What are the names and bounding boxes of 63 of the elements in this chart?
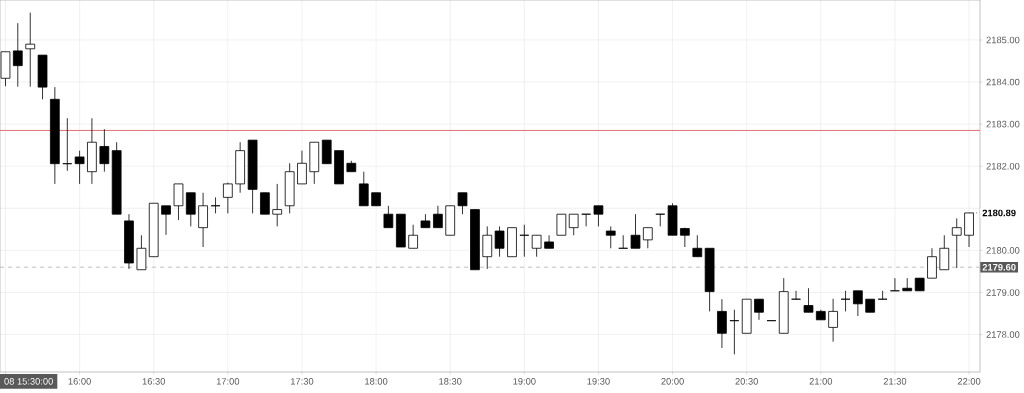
- candlestick: [358, 171, 369, 207]
- x-tick-label: 21:00: [809, 378, 833, 385]
- candlestick: [321, 139, 332, 165]
- candlestick: [828, 298, 838, 343]
- x-tick-label: 19:00: [513, 378, 536, 385]
- candlestick: [99, 128, 110, 173]
- x-tick-label: 18:00: [365, 378, 388, 385]
- candlestick: [494, 226, 505, 258]
- y-tick-label: 2180.00: [986, 247, 1020, 254]
- x-tick-label: 16:00: [68, 378, 91, 385]
- candlestick: [630, 213, 641, 249]
- x-tick-label: 22:00: [957, 378, 981, 385]
- y-tick-label: 2182.00: [986, 162, 1020, 170]
- ref-line-label: 2179.60: [982, 263, 1016, 271]
- candlestick: [803, 287, 814, 313]
- candlestick: [927, 247, 937, 279]
- candlestick: [161, 205, 171, 236]
- candlestick: [74, 150, 85, 185]
- x-tick-label: 17:30: [291, 378, 314, 385]
- y-tick-label: 2185.00: [986, 36, 1020, 44]
- candlestick: [408, 224, 418, 249]
- candlestick: [939, 234, 950, 271]
- x-tick-label: 19:30: [587, 378, 610, 385]
- annotation: 2180.89: [982, 209, 1016, 217]
- x-tick-label: 17:00: [216, 378, 240, 385]
- candlestick: [853, 290, 863, 317]
- x-tick-label: 08 15:30:00: [4, 378, 53, 385]
- candlestick: [531, 234, 542, 258]
- x-tick-label: 20:00: [661, 378, 684, 385]
- candlestick: [433, 205, 443, 229]
- candlestick: [223, 182, 233, 214]
- candlestick: [556, 213, 567, 236]
- candlestick: [717, 298, 727, 349]
- candlestick: [482, 226, 493, 270]
- candlestick: [260, 192, 270, 215]
- candlestick: [272, 183, 283, 227]
- candlestick: [593, 205, 604, 227]
- y-tick-label: 2183.00: [986, 120, 1020, 128]
- candlestick: [642, 227, 653, 249]
- y-tick-label: 2179.00: [986, 289, 1020, 296]
- candlestick: [754, 298, 764, 321]
- candlestick: [951, 218, 962, 269]
- candlestick: [185, 192, 196, 227]
- candlestick: [25, 12, 36, 88]
- candlestick: [457, 192, 468, 215]
- candlestick: [297, 150, 307, 185]
- candlestick: [544, 234, 554, 249]
- candlestick: [692, 234, 703, 258]
- x-tick-label: 18:30: [439, 378, 462, 385]
- candlestick: [136, 234, 147, 271]
- candlestick: [198, 192, 208, 248]
- candlestick: [902, 277, 913, 292]
- candlestick: [568, 213, 579, 236]
- candlestick: [383, 205, 394, 229]
- y-tick-label: 2178.00: [986, 331, 1020, 338]
- candlestick: [173, 183, 184, 221]
- candlestick: [964, 212, 974, 248]
- candlestick: [12, 22, 23, 88]
- y-tick-label: 2184.00: [986, 78, 1020, 86]
- candlestick: [605, 226, 616, 249]
- x-tick-label: 16:30: [142, 378, 166, 385]
- x-tick-label: 21:30: [883, 378, 907, 385]
- x-tick-label: 20:30: [735, 378, 758, 385]
